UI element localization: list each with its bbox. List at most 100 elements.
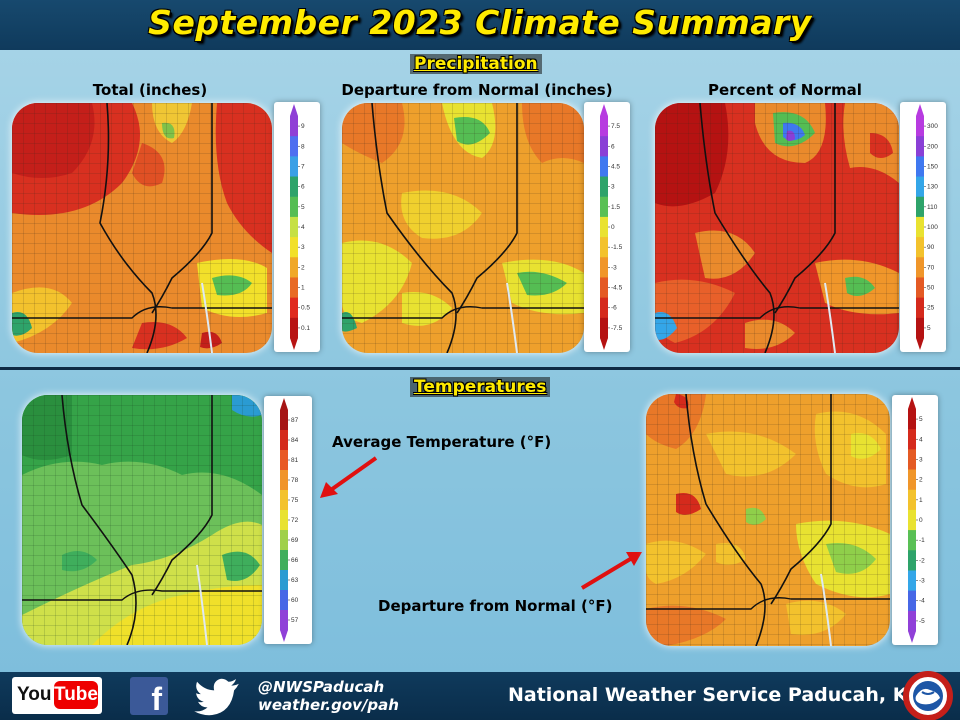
map-precip-departure bbox=[342, 103, 584, 353]
twitter-handle[interactable]: @NWSPaducah bbox=[258, 678, 385, 696]
legend-temp-average-swatch bbox=[280, 610, 288, 631]
legend-precip-percent-tick-label: 130 bbox=[927, 184, 938, 191]
legend-precip-percent: 300 200 150 130 110 100 90 70 50 25 5 bbox=[900, 102, 946, 352]
legend-temp-average-swatch bbox=[280, 550, 288, 571]
legend-temp-departure-swatch bbox=[908, 469, 916, 491]
legend-temp-average-swatch bbox=[280, 570, 288, 591]
legend-temp-average-tick-label: 63 bbox=[291, 577, 299, 584]
legend-precip-total-swatch bbox=[290, 196, 298, 218]
legend-temp-average-swatch bbox=[280, 590, 288, 611]
legend-temp-departure-top-tip bbox=[908, 397, 916, 409]
legend-precip-percent-tick-label: 150 bbox=[927, 163, 938, 170]
legend-precip-total-tick-label: 1 bbox=[301, 285, 305, 292]
legend-precip-departure: 7.5 6 4.5 3 1.5 0 -1.5 -3 -4.5 -6 -7.5 bbox=[584, 102, 630, 352]
legend-precip-departure-swatch bbox=[600, 317, 608, 339]
section-divider bbox=[0, 367, 960, 370]
legend-temp-departure-tick-label: -5 bbox=[919, 618, 925, 625]
panel-title-departure: Departure from Normal (inches) bbox=[341, 81, 613, 99]
legend-temp-average-swatch bbox=[280, 450, 288, 471]
nws-logo bbox=[903, 671, 953, 720]
legend-precip-total-swatch bbox=[290, 116, 298, 137]
legend-precip-percent-swatch bbox=[916, 216, 924, 238]
youtube-icon[interactable]: You Tube bbox=[12, 677, 102, 714]
legend-precip-total-swatch bbox=[290, 176, 298, 198]
legend-precip-percent-tick-label: 25 bbox=[927, 305, 935, 312]
legend-temp-departure-tick-label: -1 bbox=[919, 537, 925, 544]
legend-temp-departure-tick-label: 5 bbox=[919, 416, 923, 423]
legend-precip-percent-swatch bbox=[916, 277, 924, 299]
legend-precip-total-swatch bbox=[290, 156, 298, 178]
legend-precip-departure-tick-label: 3 bbox=[611, 184, 615, 191]
office-name: National Weather Service Paducah, KY bbox=[508, 684, 922, 706]
legend-temp-average-top-tip bbox=[280, 398, 288, 410]
legend-precip-percent-tick-label: 200 bbox=[927, 143, 938, 150]
legend-precip-total-tick-label: 4 bbox=[301, 224, 305, 231]
legend-temp-average-tick-label: 60 bbox=[291, 597, 299, 604]
legend-precip-total-swatch bbox=[290, 136, 298, 157]
legend-precip-departure-swatch bbox=[600, 176, 608, 198]
legend-temp-departure-swatch bbox=[908, 409, 916, 430]
legend-precip-departure-tick-label: 1.5 bbox=[611, 204, 620, 211]
legend-precip-total-swatch bbox=[290, 237, 298, 258]
legend-temp-average-tick-label: 78 bbox=[291, 477, 299, 484]
legend-precip-total: 9 8 7 6 5 4 3 2 1 0.5 0.1 bbox=[274, 102, 320, 352]
annotation-departure-temperature: Departure from Normal (°F) bbox=[378, 597, 613, 615]
twitter-icon[interactable] bbox=[192, 678, 242, 716]
page-title: September 2023 Climate Summary bbox=[148, 3, 812, 42]
facebook-icon[interactable]: f bbox=[130, 677, 168, 717]
legend-precip-percent-swatch bbox=[916, 257, 924, 278]
legend-precip-total-swatch bbox=[290, 297, 298, 319]
legend-temp-departure-tick-label: 3 bbox=[919, 456, 923, 463]
legend-temp-departure-swatch bbox=[908, 530, 916, 551]
legend-temp-average-tick-label: 81 bbox=[291, 457, 299, 464]
legend-precip-departure-tick-label: -7.5 bbox=[611, 325, 623, 332]
legend-precip-percent-tick-label: 50 bbox=[927, 285, 935, 292]
legend-temp-average-tick-label: 84 bbox=[291, 437, 299, 444]
legend-precip-departure-swatch bbox=[600, 277, 608, 299]
legend-precip-percent-swatch bbox=[916, 116, 924, 137]
legend-precip-total-swatch bbox=[290, 216, 298, 238]
legend-temp-average-tick-label: 69 bbox=[291, 537, 299, 544]
legend-precip-departure-swatch bbox=[600, 116, 608, 137]
legend-precip-percent-swatch bbox=[916, 176, 924, 198]
legend-precip-departure-tick-label: 6 bbox=[611, 143, 615, 150]
legend-temp-average-swatch bbox=[280, 410, 288, 431]
legend-precip-departure-top-tip bbox=[600, 104, 608, 116]
legend-temp-departure-tick-label: 0 bbox=[919, 517, 923, 524]
legend-temp-average-tick-label: 57 bbox=[291, 617, 299, 624]
legend-temp-departure-swatch bbox=[908, 449, 916, 471]
legend-precip-departure-tick-label: 7.5 bbox=[611, 123, 620, 130]
legend-temp-departure-tick-label: 2 bbox=[919, 477, 923, 484]
footer-bar: You Tube f @NWSPaducah weather.gov/pah N… bbox=[0, 672, 960, 720]
temperatures-section-label: Temperatures bbox=[410, 377, 551, 397]
website-link[interactable]: weather.gov/pah bbox=[258, 696, 399, 714]
legend-precip-departure-swatch bbox=[600, 257, 608, 278]
panel-title-total: Total (inches) bbox=[92, 81, 208, 99]
legend-precip-total-tick-label: 2 bbox=[301, 264, 305, 271]
legend-precip-percent-bottom-tip bbox=[916, 338, 924, 350]
legend-precip-percent-swatch bbox=[916, 297, 924, 319]
legend-precip-total-tick-label: 8 bbox=[301, 143, 305, 150]
legend-precip-percent-swatch bbox=[916, 156, 924, 178]
legend-precip-total-bottom-tip bbox=[290, 338, 298, 350]
legend-temp-departure-swatch bbox=[908, 429, 916, 450]
legend-precip-total-tick-label: 0.5 bbox=[301, 305, 310, 312]
legend-precip-total-swatch bbox=[290, 277, 298, 299]
legend-temp-average-tick-label: 72 bbox=[291, 517, 299, 524]
legend-temp-average-tick-label: 75 bbox=[291, 497, 299, 504]
legend-temp-average-swatch bbox=[280, 470, 288, 491]
legend-precip-departure-swatch bbox=[600, 156, 608, 178]
legend-precip-departure-swatch bbox=[600, 136, 608, 157]
legend-precip-departure-swatch bbox=[600, 297, 608, 319]
legend-temp-average-swatch bbox=[280, 430, 288, 451]
legend-temp-average: 87 84 81 78 75 72 69 66 63 60 57 bbox=[264, 396, 312, 644]
legend-precip-total-tick-label: 6 bbox=[301, 184, 305, 191]
legend-precip-departure-tick-label: -3 bbox=[611, 264, 617, 271]
legend-temp-departure-swatch bbox=[908, 570, 916, 592]
legend-precip-departure-tick-label: 0 bbox=[611, 224, 615, 231]
legend-precip-total-tick-label: 7 bbox=[301, 163, 305, 170]
legend-precip-total-tick-label: 5 bbox=[301, 204, 305, 211]
map-temp-departure bbox=[646, 394, 890, 646]
annotation-average-temperature: Average Temperature (°F) bbox=[332, 433, 552, 451]
legend-precip-total-tick-label: 0.1 bbox=[301, 325, 310, 332]
